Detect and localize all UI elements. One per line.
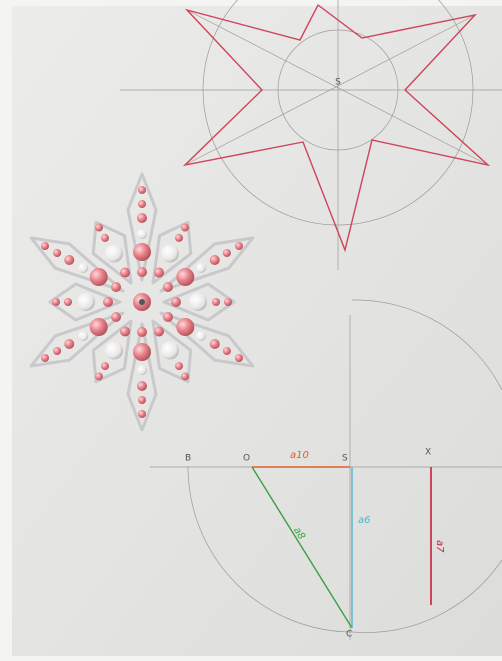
point-label: O: [243, 454, 250, 464]
bead: [196, 263, 206, 273]
bead: [64, 339, 74, 349]
bead: [105, 341, 123, 359]
bead: [154, 268, 164, 278]
bead: [53, 347, 61, 355]
bead: [138, 396, 146, 404]
bead: [133, 243, 151, 261]
bead: [176, 268, 194, 286]
bead: [95, 224, 103, 232]
bead: [78, 331, 88, 341]
bead: [78, 263, 88, 273]
bead: [138, 200, 146, 208]
bead: [137, 365, 147, 375]
bead: [41, 242, 49, 250]
bead: [137, 327, 147, 337]
bead: [223, 249, 231, 257]
bead: [95, 372, 103, 380]
bead: [181, 224, 189, 232]
bead: [171, 297, 181, 307]
bead: [212, 298, 220, 306]
bead: [137, 381, 147, 391]
photo: S B O S X C a10 a8 a6 a7: [0, 0, 502, 661]
bead: [175, 362, 183, 370]
bead: [90, 268, 108, 286]
bead: [161, 341, 179, 359]
bead: [154, 326, 164, 336]
bead: [137, 213, 147, 223]
segment-label: a10: [290, 450, 309, 461]
point-label: S: [342, 454, 348, 464]
bead: [138, 410, 146, 418]
bead: [53, 249, 61, 257]
bead: [137, 229, 147, 239]
segment-label: a6: [358, 515, 371, 526]
bead: [111, 282, 121, 292]
point-label: S: [335, 78, 341, 88]
bead: [101, 234, 109, 242]
bead: [137, 267, 147, 277]
bead: [111, 312, 121, 322]
bead: [210, 339, 220, 349]
bead: [90, 318, 108, 336]
bead: [210, 255, 220, 265]
bead: [139, 299, 145, 305]
bead: [64, 298, 72, 306]
bead: [52, 298, 60, 306]
bead: [163, 312, 173, 322]
bead: [181, 372, 189, 380]
point-label: C: [346, 630, 352, 640]
bead: [176, 318, 194, 336]
bead: [196, 331, 206, 341]
point-label: X: [425, 448, 431, 458]
bead: [189, 293, 207, 311]
bead: [235, 242, 243, 250]
bead: [105, 245, 123, 263]
paper: [12, 6, 502, 656]
segment-label: a7: [434, 540, 445, 553]
bead: [101, 362, 109, 370]
bead: [175, 234, 183, 242]
bead: [77, 293, 95, 311]
bead: [120, 326, 130, 336]
bead: [120, 268, 130, 278]
page: {"labels": {"s_top": "S", "b": "B", "o":…: [0, 0, 502, 661]
bead: [41, 354, 49, 362]
bead: [138, 186, 146, 194]
bead: [224, 298, 232, 306]
bead: [103, 297, 113, 307]
bead: [235, 354, 243, 362]
point-label: B: [185, 454, 191, 464]
bead: [163, 282, 173, 292]
bead: [133, 343, 151, 361]
bead: [161, 245, 179, 263]
bead: [64, 255, 74, 265]
bead: [223, 347, 231, 355]
